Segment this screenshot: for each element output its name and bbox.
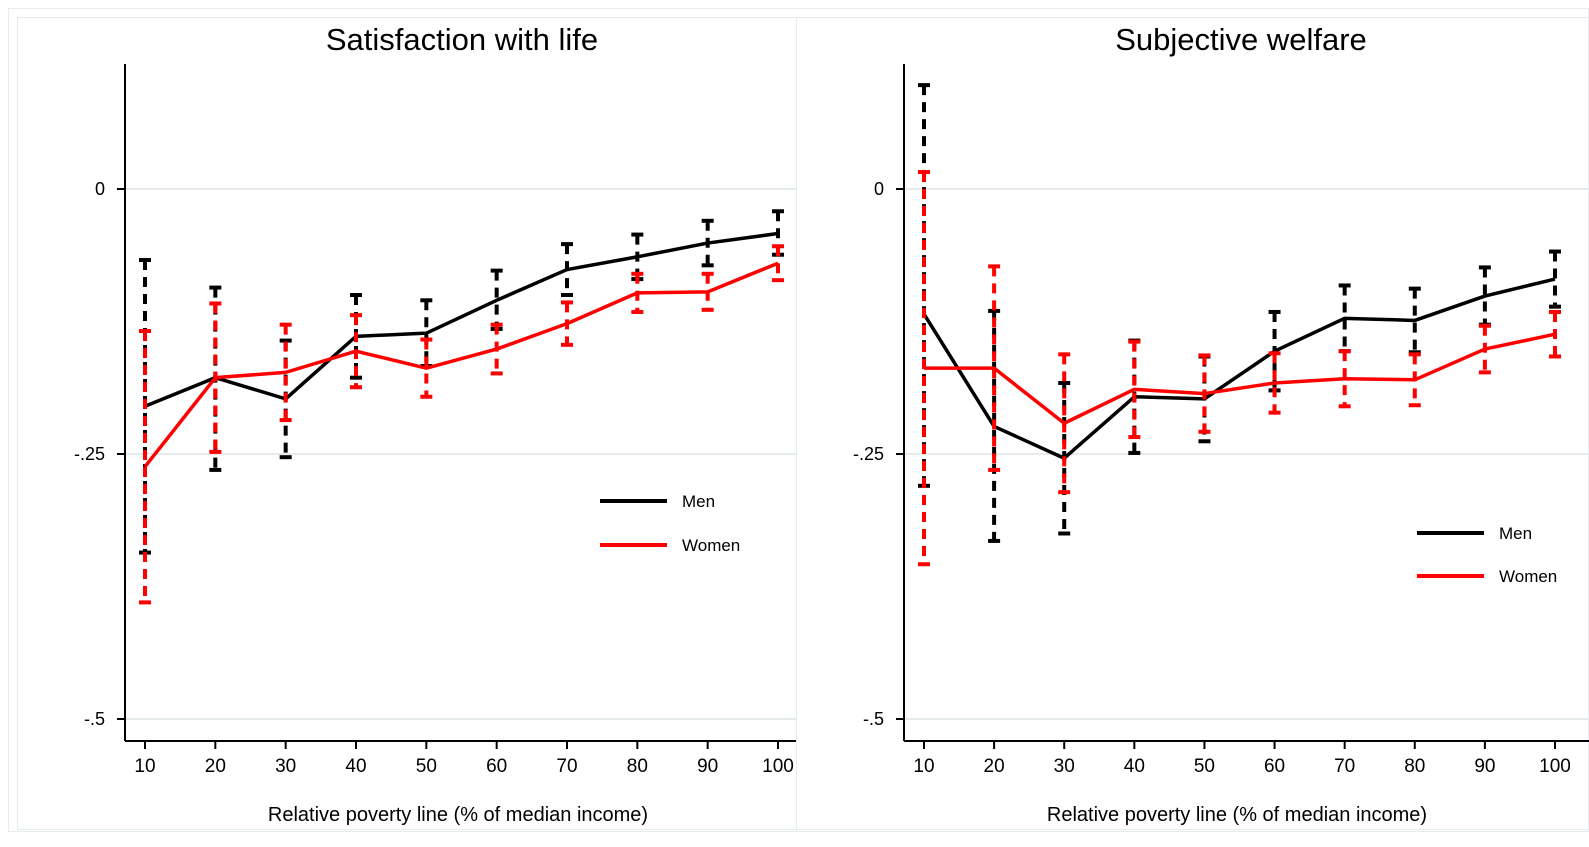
legend-label-women: Women	[682, 536, 740, 555]
axes: 0 -.25 -.5 10 20 30 40 50 60 70 80 90 100	[853, 64, 1589, 777]
panel-satisfaction-with-life: Satisfaction with life 0 -.25 -.5 10 20 30 40 5…	[17, 17, 797, 830]
chart-title: Subjective welfare	[1115, 22, 1367, 57]
x-tick-label: 10	[134, 756, 155, 777]
x-tick-label: 70	[556, 756, 577, 777]
x-tick-label: 80	[1404, 756, 1425, 777]
series	[139, 209, 784, 605]
x-tick-label: 30	[1054, 756, 1075, 777]
gridlines	[125, 188, 797, 720]
legend-label-men: Men	[1499, 524, 1532, 543]
series-women	[139, 244, 784, 605]
x-tick-label: 70	[1334, 756, 1355, 777]
x-tick-label: 100	[1539, 756, 1571, 777]
axes: 0 -.25 -.5 10 20 30 40 50 60 70 80 90 100	[74, 64, 797, 777]
y-tick-label: -.5	[84, 709, 105, 729]
x-tick-label: 50	[1194, 756, 1215, 777]
series-line-men	[144, 231, 779, 408]
chart-title: Satisfaction with life	[326, 22, 598, 57]
x-tick-label: 40	[1124, 756, 1145, 777]
legend: Men Women	[1417, 524, 1557, 586]
y-tick-label: -.5	[863, 709, 884, 729]
x-tick-label: 10	[913, 756, 934, 777]
panel-frame	[17, 17, 797, 830]
x-tick-label: 30	[275, 756, 296, 777]
panel-subjective-welfare: Subjective welfare 0 -.25 -.5 10 20 30 40 50 60 7…	[796, 17, 1589, 830]
legend-label-women: Women	[1499, 567, 1557, 586]
x-tick-label: 60	[486, 756, 507, 777]
series-line-women	[143, 261, 779, 468]
series-line-men	[922, 277, 1556, 460]
series-women	[918, 170, 1561, 567]
series-line-women	[924, 332, 1556, 426]
x-tick-label: 50	[416, 756, 437, 777]
x-tick-label: 40	[345, 756, 366, 777]
panel-frame	[796, 17, 1589, 830]
x-axis-label: Relative poverty line (% of median incom…	[1047, 804, 1427, 826]
x-axis-label: Relative poverty line (% of median incom…	[268, 804, 648, 826]
gridlines	[904, 188, 1589, 720]
legend: Men Women	[600, 492, 740, 555]
y-tick-label: -.25	[74, 444, 105, 464]
x-tick-label: 20	[984, 756, 1005, 777]
y-tick-label: 0	[874, 179, 884, 199]
x-tick-label: 90	[1474, 756, 1495, 777]
x-tick-label: 100	[762, 756, 794, 777]
x-tick-label: 60	[1264, 756, 1285, 777]
x-tick-label: 20	[205, 756, 226, 777]
y-tick-label: -.25	[853, 444, 884, 464]
y-tick-label: 0	[95, 179, 105, 199]
x-tick-label: 90	[697, 756, 718, 777]
series	[918, 83, 1561, 567]
legend-label-men: Men	[682, 492, 715, 511]
x-tick-label: 80	[627, 756, 648, 777]
